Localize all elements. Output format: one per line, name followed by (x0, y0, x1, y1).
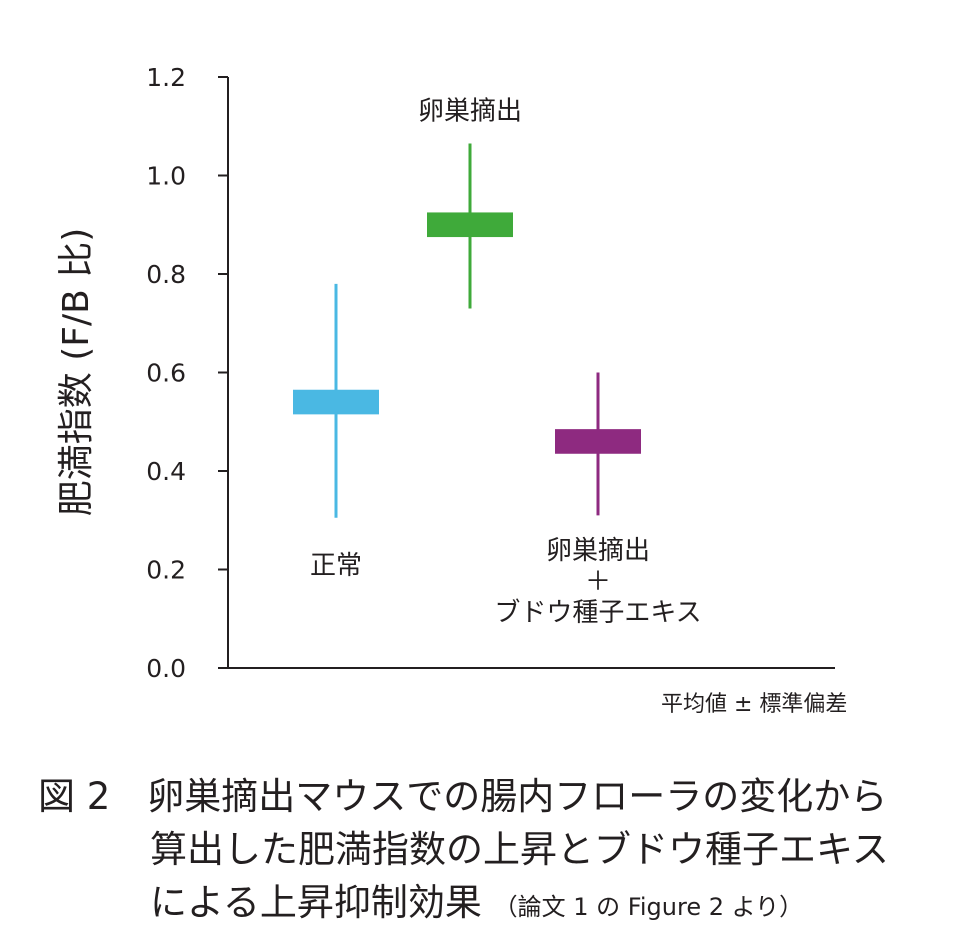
y-tick-label: 0.2 (146, 556, 186, 585)
y-tick-label: 1.2 (146, 63, 186, 92)
group-label: 卵巣摘出 (546, 536, 650, 566)
caption-line-1: 図 2 卵巣摘出マウスでの腸内フローラの変化から (38, 775, 888, 818)
y-axis-label: 肥満指数 (F/B 比) (56, 228, 97, 517)
y-tick-label: 1.0 (146, 162, 186, 191)
y-tick-labels: 0.0 0.2 0.4 0.6 0.8 1.0 1.2 (146, 63, 186, 683)
caption-line-3: による上昇抑制効果 （論文 1 の Figure 2 より） (38, 876, 889, 934)
caption-line-3-text: による上昇抑制効果 (150, 881, 482, 924)
group-label: 卵巣摘出 (418, 96, 522, 126)
error-bar-note: 平均値 ± 標準偏差 (661, 692, 848, 717)
caption-source: （論文 1 の Figure 2 より） (493, 893, 804, 921)
y-tick-label: 0.6 (146, 359, 186, 388)
bar-chart: 0.00.20.40.60.81.01.2 正常卵巣摘出卵巣摘出＋ブドウ種子エキ… (56, 63, 835, 683)
y-tick-label: 0.4 (146, 457, 186, 486)
group-label: ブドウ種子エキス (494, 598, 701, 628)
figure-caption: 図 2 卵巣摘出マウスでの腸内フローラの変化から 算出した肥満指数の上昇とブドウ… (38, 770, 889, 934)
group-label: 正常 (310, 551, 362, 581)
y-tick-label: 0.8 (146, 260, 186, 289)
y-tick-label: 0.0 (146, 654, 186, 683)
caption-line-2: 算出した肥満指数の上昇とブドウ種子エキス (150, 828, 889, 871)
data-marks (293, 143, 641, 518)
group-label: ＋ (585, 567, 611, 597)
y-axis (218, 76, 835, 669)
